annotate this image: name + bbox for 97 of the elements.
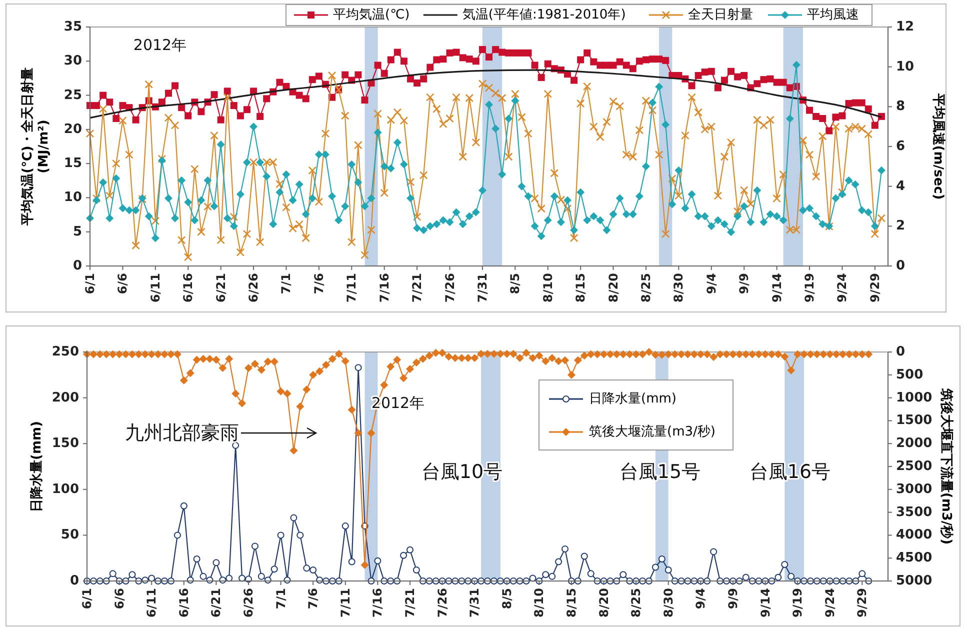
y2-axis-title: 平均風速(m/sec) bbox=[930, 92, 946, 200]
y2-tick-label: 3000 bbox=[896, 482, 932, 497]
y-tick-label: 20 bbox=[64, 122, 82, 137]
y-tick-label: 15 bbox=[64, 156, 82, 172]
x-tick-label: 9/14 bbox=[758, 588, 772, 618]
y-tick-label: 200 bbox=[52, 390, 79, 406]
x-tick-label: 8/20 bbox=[606, 273, 620, 302]
x-tick-label: 7/1 bbox=[279, 273, 294, 294]
x-tick-label: 8/5 bbox=[500, 588, 514, 610]
x-tick-label: 7/6 bbox=[312, 273, 326, 294]
x-tick-label: 9/9 bbox=[726, 588, 740, 610]
x-tick-label: 8/10 bbox=[532, 588, 546, 618]
x-tick-label: 8/10 bbox=[540, 273, 555, 302]
y2-tick-label: 1500 bbox=[896, 413, 932, 428]
x-tick-label: 9/24 bbox=[835, 273, 850, 302]
x-tick-label: 8/30 bbox=[661, 588, 676, 618]
y-tick-label: 5 bbox=[72, 224, 82, 240]
y2-tick-label: 4000 bbox=[896, 528, 932, 543]
x-tick-label: 9/19 bbox=[802, 273, 817, 302]
y2-tick-label: 2000 bbox=[896, 436, 932, 452]
x-tick-label: 9/29 bbox=[868, 273, 882, 302]
y-axis-title: 平均気温(℃)・全天日射量(MJ/m²) bbox=[20, 68, 52, 226]
legend-label: 全天日射量 bbox=[688, 8, 753, 22]
y2-axis-title: 筑後大堰直下流量(m3/秒) bbox=[938, 387, 954, 545]
y-tick-label: 150 bbox=[52, 436, 79, 452]
x-tick-label: 6/26 bbox=[246, 273, 261, 302]
x-tick-label: 8/15 bbox=[574, 273, 588, 302]
x-tick-label: 9/29 bbox=[855, 588, 870, 618]
y-tick-label: 10 bbox=[64, 190, 82, 206]
x-tick-label: 7/26 bbox=[435, 588, 450, 618]
y2-tick-label: 6 bbox=[896, 139, 906, 154]
legend-label: 日降水量(mm) bbox=[589, 392, 676, 406]
x-tick-label: 8/5 bbox=[508, 273, 522, 294]
x-tick-label: 9/24 bbox=[822, 588, 837, 618]
x-tick-label: 7/31 bbox=[475, 273, 490, 302]
x-tick-label: 6/16 bbox=[176, 588, 191, 618]
x-tick-label: 6/26 bbox=[241, 588, 256, 618]
y-tick-label: 35 bbox=[64, 20, 82, 34]
y-tick-label: 50 bbox=[60, 528, 79, 543]
annotation: 台風15号 bbox=[619, 461, 701, 483]
y2-tick-label: 2500 bbox=[896, 459, 932, 474]
y-tick-label: 0 bbox=[70, 574, 79, 588]
y2-tick-label: 1000 bbox=[896, 390, 932, 406]
x-tick-label: 6/6 bbox=[112, 588, 126, 610]
x-tick-label: 7/16 bbox=[377, 273, 392, 302]
x-tick-label: 8/25 bbox=[629, 588, 644, 618]
x-tick-label: 6/11 bbox=[148, 273, 162, 302]
x-tick-label: 7/11 bbox=[344, 273, 359, 302]
y2-tick-label: 0 bbox=[896, 258, 906, 274]
y-tick-label: 250 bbox=[52, 344, 79, 360]
y2-tick-label: 8 bbox=[896, 99, 906, 114]
y-tick-label: 100 bbox=[52, 482, 79, 497]
y2-tick-label: 10 bbox=[896, 59, 914, 74]
y2-tick-label: 5000 bbox=[896, 574, 932, 588]
x-tick-label: 6/6 bbox=[116, 273, 130, 294]
x-tick-label: 6/21 bbox=[209, 588, 224, 618]
x-tick-label: 7/21 bbox=[410, 273, 424, 302]
legend-label: 平均風速 bbox=[807, 8, 859, 22]
x-tick-label: 8/30 bbox=[672, 273, 686, 302]
legend-label: 平均気温(℃) bbox=[333, 8, 410, 22]
x-tick-label: 9/4 bbox=[694, 588, 708, 610]
y2-tick-label: 12 bbox=[896, 20, 914, 34]
x-tick-label: 9/4 bbox=[704, 273, 718, 294]
x-tick-label: 9/19 bbox=[790, 588, 805, 618]
y2-tick-label: 4500 bbox=[896, 550, 932, 566]
x-tick-label: 8/20 bbox=[596, 588, 611, 618]
y2-tick-label: 2 bbox=[896, 218, 906, 234]
y2-tick-label: 500 bbox=[896, 367, 924, 382]
x-tick-label: 7/11 bbox=[338, 588, 352, 618]
x-tick-label: 7/1 bbox=[274, 588, 288, 610]
x-tick-label: 6/1 bbox=[80, 588, 94, 610]
annotation: 2012年 bbox=[133, 36, 187, 54]
x-tick-label: 7/21 bbox=[402, 588, 417, 618]
y2-tick-label: 0 bbox=[896, 344, 906, 360]
x-tick-label: 6/11 bbox=[144, 588, 159, 618]
x-tick-label: 6/1 bbox=[83, 273, 97, 294]
x-tick-label: 7/6 bbox=[306, 588, 320, 610]
x-tick-label: 6/21 bbox=[214, 273, 228, 302]
annotation: 台風16号 bbox=[749, 461, 831, 483]
x-tick-label: 8/15 bbox=[564, 588, 578, 618]
y2-tick-label: 4 bbox=[896, 178, 906, 194]
x-tick-label: 9/14 bbox=[770, 273, 784, 302]
x-tick-label: 7/26 bbox=[442, 273, 457, 302]
y-tick-label: 25 bbox=[64, 88, 82, 103]
x-tick-label: 6/16 bbox=[181, 273, 196, 302]
annotation: 九州北部豪雨 bbox=[125, 422, 239, 444]
y-tick-label: 0 bbox=[72, 258, 82, 274]
x-tick-label: 9/9 bbox=[737, 273, 752, 294]
annotation: 台風10号 bbox=[421, 461, 503, 483]
y-axis-title: 日降水量(mm) bbox=[30, 421, 44, 512]
legend-label: 気温(平年値:1981-2010年) bbox=[462, 8, 626, 22]
y-tick-label: 30 bbox=[64, 54, 82, 69]
x-tick-label: 7/31 bbox=[468, 588, 482, 618]
y2-tick-label: 3500 bbox=[896, 504, 932, 520]
x-tick-label: 8/25 bbox=[638, 273, 653, 302]
legend-label: 筑後大堰流量(m3/秒) bbox=[589, 424, 716, 440]
x-tick-label: 7/16 bbox=[370, 588, 385, 618]
